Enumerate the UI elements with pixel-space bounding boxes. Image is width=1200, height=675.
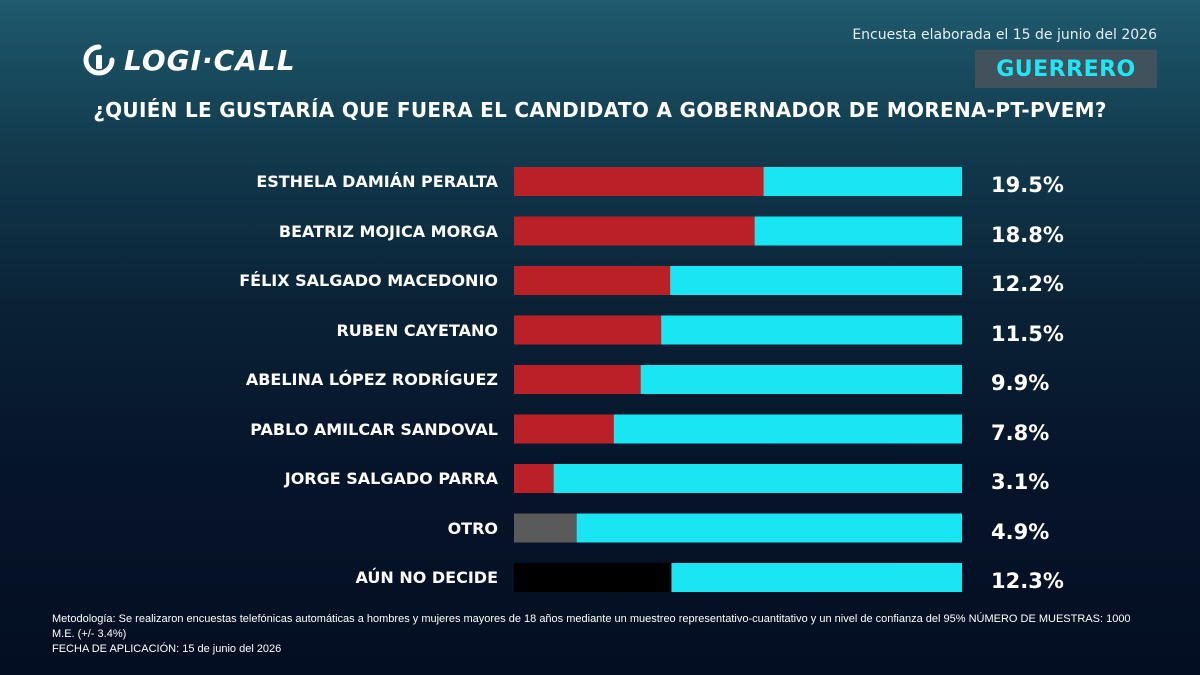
bar bbox=[514, 266, 671, 295]
value-label: 11.5% bbox=[991, 321, 1064, 346]
category-label: ABELINA LÓPEZ RODRÍGUEZ bbox=[245, 370, 498, 389]
methodology-note: Metodología: Se realizaron encuestas tel… bbox=[52, 612, 1152, 657]
bar bbox=[514, 365, 641, 394]
application-date: FECHA DE APLICACIÓN: 15 de junio del 202… bbox=[52, 643, 282, 655]
survey-date: Encuesta elaborada el 15 de junio del 20… bbox=[852, 27, 1157, 43]
bar bbox=[514, 167, 764, 196]
category-label: FÉLIX SALGADO MACEDONIO bbox=[239, 271, 498, 290]
bar bbox=[514, 216, 755, 246]
value-label: 19.5% bbox=[991, 173, 1064, 197]
chart-title: ¿QUIÉN LE GUSTARÍA QUE FUERA EL CANDIDAT… bbox=[93, 98, 1107, 122]
bar bbox=[514, 414, 614, 444]
value-label: 9.9% bbox=[991, 371, 1050, 395]
category-label: AÚN NO DECIDE bbox=[355, 568, 498, 587]
value-label: 7.8% bbox=[991, 420, 1050, 445]
category-label: JORGE SALGADO PARRA bbox=[284, 469, 498, 488]
logo-text: LOGI·CALL bbox=[124, 43, 296, 77]
category-label: ESTHELA DAMIÁN PERALTA bbox=[256, 172, 498, 191]
category-label: PABLO AMILCAR SANDOVAL bbox=[250, 419, 498, 439]
category-label: OTRO bbox=[447, 518, 498, 538]
value-label: 12.2% bbox=[991, 272, 1064, 296]
category-label: BEATRIZ MOJICA MORGA bbox=[278, 221, 498, 241]
value-label: 3.1% bbox=[991, 470, 1050, 494]
logo-icon bbox=[83, 44, 115, 76]
bar bbox=[514, 513, 577, 543]
value-label: 12.3% bbox=[991, 569, 1064, 593]
methodology-text: Metodología: Se realizaron encuestas tel… bbox=[52, 613, 1131, 640]
logo: LOGI·CALL bbox=[82, 40, 296, 80]
bar-track bbox=[514, 513, 962, 543]
bar bbox=[514, 315, 662, 345]
bar-track bbox=[514, 464, 962, 493]
region-badge: GUERRERO bbox=[975, 50, 1157, 88]
value-label: 4.9% bbox=[991, 519, 1050, 544]
bar bbox=[514, 563, 672, 592]
bar bbox=[514, 464, 554, 493]
value-label: 18.8% bbox=[991, 222, 1064, 247]
category-label: RUBEN CAYETANO bbox=[336, 320, 498, 340]
